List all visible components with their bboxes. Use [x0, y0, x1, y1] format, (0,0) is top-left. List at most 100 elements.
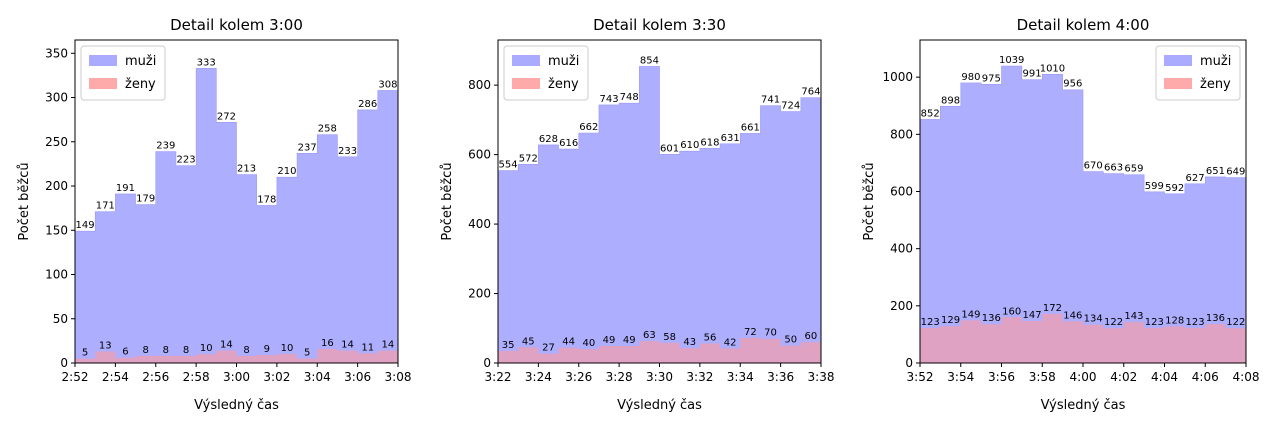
data-label-zeny: 35 [502, 340, 515, 351]
data-label-zeny: 10 [200, 343, 213, 354]
data-label-muzi: 572 [519, 153, 538, 164]
x-tick-label: 3:26 [565, 370, 592, 384]
x-tick-label: 3:32 [686, 370, 713, 384]
data-label-muzi: 333 [197, 57, 216, 68]
data-label-muzi: 210 [277, 166, 296, 177]
data-label-zeny: 8 [163, 345, 169, 356]
x-tick-label: 3:08 [385, 370, 412, 384]
legend-swatch-zeny [1164, 78, 1192, 89]
data-label-zeny: 128 [1165, 315, 1184, 326]
data-label-zeny: 149 [961, 309, 980, 320]
legend-label-muzi: muži [125, 54, 156, 69]
data-label-zeny: 50 [784, 335, 797, 346]
legend-label-muzi: muži [1200, 54, 1231, 69]
data-label-zeny: 146 [1063, 310, 1082, 321]
data-label-muzi: 628 [539, 134, 558, 145]
series-zeny-area [920, 313, 1246, 363]
y-tick-label: 50 [53, 312, 68, 326]
data-label-zeny: 60 [805, 331, 818, 342]
data-label-zeny: 27 [542, 343, 555, 354]
y-tick-label: 800 [890, 127, 913, 141]
data-label-muzi: 1010 [1040, 63, 1065, 74]
data-label-zeny: 11 [361, 342, 374, 353]
x-tick-label: 3:54 [947, 370, 974, 384]
x-tick-label: 4:04 [1151, 370, 1178, 384]
legend-swatch-muzi [89, 55, 117, 66]
x-tick-label: 3:04 [304, 370, 331, 384]
data-label-muzi: 631 [721, 133, 740, 144]
data-label-zeny: 44 [562, 337, 575, 348]
data-label-muzi: 724 [781, 101, 800, 112]
data-label-muzi: 743 [599, 94, 618, 105]
series-zeny-area [498, 337, 821, 363]
x-tick-label: 2:56 [142, 370, 169, 384]
x-tick-label: 4:00 [1070, 370, 1097, 384]
x-tick-label: 4:02 [1110, 370, 1137, 384]
data-label-muzi: 149 [76, 220, 95, 231]
data-label-muzi: 616 [559, 138, 578, 149]
data-label-muzi: 308 [378, 79, 397, 90]
x-tick-label: 3:00 [223, 370, 250, 384]
x-axis-label: Výsledný čas [1041, 398, 1126, 413]
x-axis-label: Výsledný čas [194, 398, 279, 413]
data-label-zeny: 143 [1124, 311, 1143, 322]
data-label-muzi: 171 [96, 201, 115, 212]
data-label-zeny: 43 [683, 337, 696, 348]
legend-label-zeny: ženy [548, 77, 579, 92]
chart-title: Detail kolem 3:00 [170, 16, 303, 34]
data-label-muzi: 618 [700, 137, 719, 148]
data-label-zeny: 136 [1206, 313, 1225, 324]
data-label-zeny: 14 [341, 340, 354, 351]
data-label-zeny: 136 [982, 313, 1001, 324]
data-label-muzi: 661 [741, 122, 760, 133]
y-tick-label: 200 [468, 287, 491, 301]
data-label-muzi: 237 [298, 142, 317, 153]
data-label-zeny: 122 [1226, 317, 1245, 328]
x-tick-label: 3:34 [727, 370, 754, 384]
data-label-zeny: 8 [243, 345, 249, 356]
data-label-muzi: 898 [941, 95, 960, 106]
data-label-muzi: 179 [136, 194, 155, 205]
y-tick-label: 600 [468, 148, 491, 162]
data-label-muzi: 748 [620, 92, 639, 103]
data-label-muzi: 741 [761, 95, 780, 106]
data-label-zeny: 10 [281, 343, 294, 354]
data-label-zeny: 5 [304, 348, 310, 359]
y-tick-label: 250 [45, 135, 68, 149]
y-tick-label: 350 [45, 46, 68, 60]
data-label-zeny: 160 [1002, 306, 1021, 317]
data-label-zeny: 123 [1145, 317, 1164, 328]
x-tick-label: 3:28 [606, 370, 633, 384]
x-tick-label: 3:06 [344, 370, 371, 384]
data-label-muzi: 627 [1186, 173, 1205, 184]
legend: muži ženy [80, 45, 166, 101]
legend: muži ženy [503, 45, 589, 101]
y-tick-label: 300 [45, 91, 68, 105]
data-label-muzi: 662 [579, 122, 598, 133]
data-label-zeny: 16 [321, 338, 334, 349]
data-label-muzi: 852 [921, 108, 940, 119]
y-tick-label: 600 [890, 184, 913, 198]
data-label-zeny: 40 [582, 338, 595, 349]
data-label-muzi: 764 [801, 87, 820, 98]
x-tick-label: 3:38 [808, 370, 835, 384]
x-tick-label: 3:02 [263, 370, 290, 384]
y-tick-label: 200 [45, 179, 68, 193]
data-label-muzi: 649 [1226, 166, 1245, 177]
data-label-muzi: 239 [156, 141, 175, 152]
x-tick-label: 3:36 [767, 370, 794, 384]
y-tick-label: 400 [468, 217, 491, 231]
legend-swatch-muzi [1164, 55, 1192, 66]
data-label-muzi: 659 [1124, 164, 1143, 175]
data-label-zeny: 9 [264, 344, 270, 355]
legend: muži ženy [1155, 45, 1241, 101]
data-label-muzi: 663 [1104, 162, 1123, 173]
y-tick-label: 200 [890, 299, 913, 313]
data-label-zeny: 14 [220, 340, 233, 351]
data-label-muzi: 213 [237, 164, 256, 175]
data-label-zeny: 8 [183, 345, 189, 356]
data-label-muzi: 956 [1063, 79, 1082, 90]
data-label-muzi: 599 [1145, 181, 1164, 192]
